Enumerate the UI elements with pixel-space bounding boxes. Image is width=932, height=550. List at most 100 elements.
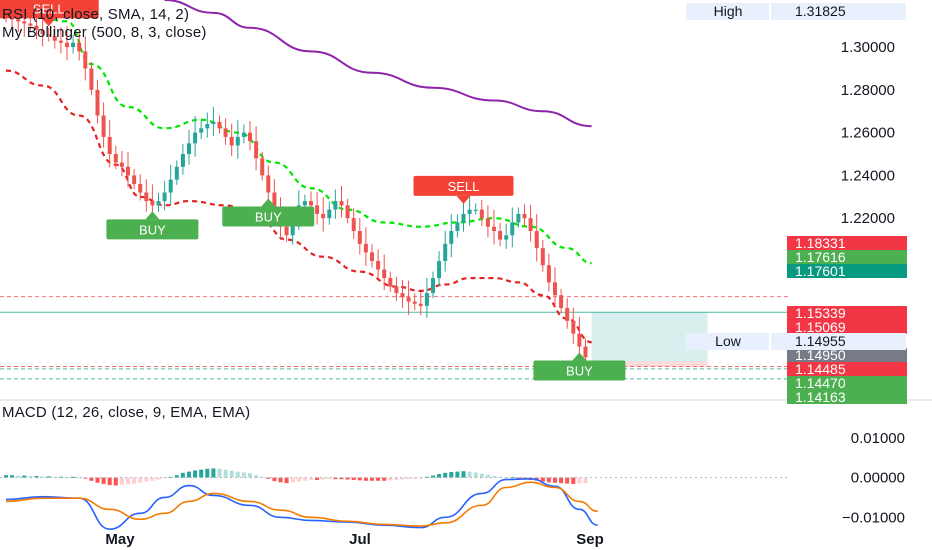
- macd-legend[interactable]: MACD (12, 26, close, 9, EMA, EMA): [2, 404, 251, 421]
- price-tag-value: 1.14485: [795, 361, 846, 377]
- upper-band-line: [21, 0, 592, 265]
- macd-histogram-bar: [461, 471, 466, 478]
- macd-histogram-bar: [443, 472, 448, 478]
- macd-histogram-bar: [583, 477, 588, 484]
- macd-histogram-bar: [406, 477, 411, 480]
- macd-histogram-bar: [180, 472, 185, 478]
- macd-histogram-bar: [296, 477, 301, 482]
- macd-histogram-bar: [113, 477, 118, 486]
- macd-histogram-bar: [241, 472, 246, 478]
- buy-signal-pointer: [261, 198, 276, 207]
- candle-body: [217, 121, 222, 129]
- candle-body: [321, 213, 326, 219]
- macd-tick-label: 0.00000: [851, 470, 905, 487]
- macd-histogram-bar: [577, 477, 582, 484]
- macd-histogram-bar: [345, 477, 350, 480]
- candle-body: [290, 218, 295, 236]
- macd-histogram-bar: [266, 477, 271, 479]
- candle-body: [540, 248, 545, 266]
- candle-body: [394, 286, 399, 294]
- macd-histogram-bar: [309, 477, 313, 480]
- candle-body: [479, 209, 484, 219]
- high-value: 1.31825: [795, 3, 846, 19]
- macd-histogram-bar: [126, 477, 130, 485]
- price-tag-box: [787, 390, 907, 404]
- macd-axis[interactable]: 0.01000 0.00000 −0.01000: [842, 430, 905, 526]
- low-label: Low: [715, 333, 742, 349]
- candle-body: [357, 231, 362, 244]
- sell-signal-pointer: [41, 18, 56, 27]
- macd-histogram-bar: [302, 477, 307, 481]
- macd-histogram-bar: [455, 471, 460, 478]
- candle-body: [113, 154, 118, 163]
- buy-signal-box: [222, 206, 315, 227]
- candle-body: [168, 179, 173, 193]
- high-box: [686, 3, 906, 20]
- position-stop-zone: [591, 361, 708, 367]
- macd-histogram: [0, 468, 790, 486]
- candle-body: [77, 42, 82, 52]
- price-tag-value: 1.15339: [795, 305, 846, 321]
- macd-histogram-bar: [394, 477, 399, 480]
- price-tag-box: [787, 320, 907, 334]
- candle-body: [126, 166, 130, 176]
- candle-body: [443, 243, 448, 261]
- candle-body: [266, 175, 271, 193]
- candle-body: [553, 282, 557, 296]
- candle-body: [174, 166, 179, 180]
- candle-body: [260, 158, 265, 176]
- candle-body: [272, 192, 277, 214]
- candle-body: [315, 205, 320, 214]
- macd-histogram-bar: [132, 477, 137, 484]
- candle-body: [16, 19, 21, 22]
- candle-body: [461, 213, 466, 223]
- candle-body: [492, 226, 496, 232]
- candle-body: [382, 269, 387, 279]
- macd-histogram-bar: [546, 477, 551, 483]
- time-axis[interactable]: May Jul Sep: [105, 531, 603, 548]
- candle-body: [504, 235, 509, 240]
- candle-body: [156, 201, 161, 206]
- macd-histogram-bar: [363, 477, 368, 481]
- macd-histogram-bar: [199, 469, 204, 478]
- price-tag-box: [787, 362, 907, 376]
- buy-signal-box: [533, 360, 626, 381]
- macd-tick-label: −0.01000: [842, 509, 905, 526]
- candle-body: [65, 42, 69, 48]
- macd-histogram-bar: [174, 475, 179, 478]
- price-tag-box: [787, 306, 907, 320]
- candle-body: [22, 21, 27, 24]
- macd-histogram-bar: [107, 477, 112, 486]
- candle-body: [467, 209, 472, 214]
- bollinger-legend[interactable]: My Bollinger (500, 8, 3, close): [2, 24, 207, 41]
- macd-histogram-bar: [565, 477, 570, 484]
- sell-signal-box: [0, 0, 99, 19]
- candle-body: [424, 293, 429, 306]
- rsi-legend[interactable]: RSI (10, close, SMA, 14, 2): [2, 6, 190, 23]
- candle-body: [302, 201, 307, 206]
- macd-histogram-bar: [492, 475, 496, 478]
- macd-histogram-bar: [290, 477, 295, 483]
- candle-body: [241, 132, 246, 137]
- sell-signal-box: [413, 175, 514, 196]
- macd-histogram-bar: [138, 477, 143, 483]
- macd-histogram-bar: [449, 472, 454, 478]
- candle-body: [559, 295, 564, 309]
- candle-body: [71, 42, 76, 48]
- macd-histogram-bar: [211, 468, 216, 478]
- price-tick-label: 1.24000: [841, 167, 895, 184]
- macd-histogram-bar: [77, 477, 82, 479]
- candle-body: [309, 201, 313, 206]
- candle-body: [180, 154, 185, 167]
- macd-histogram-bar: [272, 477, 277, 482]
- price-tags: 1.183311.176161.176011.153391.150691.149…: [787, 235, 907, 405]
- candle-body: [150, 201, 155, 206]
- macd-histogram-bar: [235, 471, 240, 478]
- candle-body: [388, 278, 393, 287]
- price-tag-box: [787, 236, 907, 250]
- macd-histogram-bar: [339, 477, 344, 480]
- low-box: [686, 333, 906, 350]
- candle-body: [199, 128, 204, 133]
- candle-body: [333, 201, 338, 210]
